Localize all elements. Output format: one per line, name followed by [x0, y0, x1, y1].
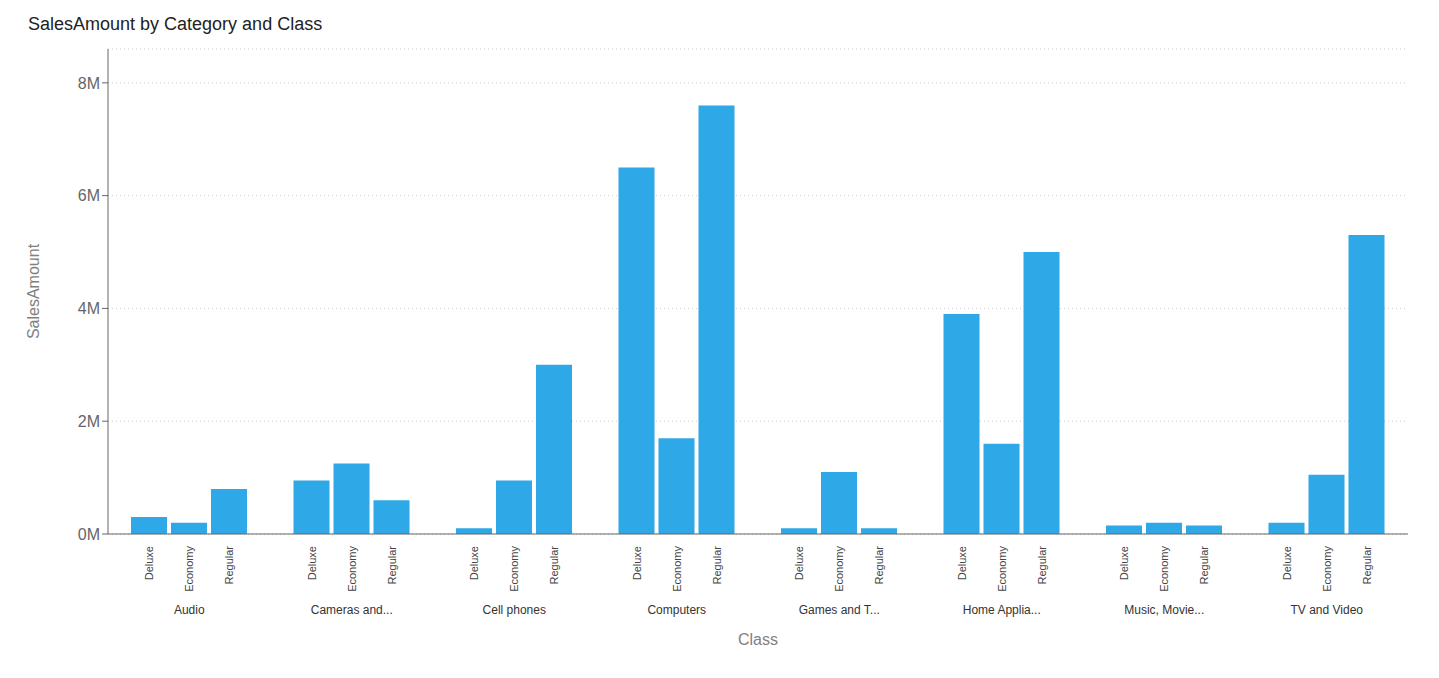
svg-text:Regular: Regular [1361, 546, 1373, 585]
svg-text:Cell phones: Cell phones [483, 603, 546, 617]
svg-text:Regular: Regular [1198, 546, 1210, 585]
svg-text:TV and Video: TV and Video [1291, 603, 1364, 617]
svg-text:Economy: Economy [346, 546, 358, 592]
svg-text:Deluxe: Deluxe [143, 546, 155, 580]
svg-text:Economy: Economy [183, 546, 195, 592]
svg-text:Regular: Regular [223, 546, 235, 585]
svg-text:SalesAmount: SalesAmount [25, 243, 42, 339]
svg-text:Economy: Economy [833, 546, 845, 592]
svg-text:4M: 4M [78, 300, 100, 317]
svg-text:Deluxe: Deluxe [468, 546, 480, 580]
svg-text:Regular: Regular [1036, 546, 1048, 585]
svg-text:Games and T...: Games and T... [799, 603, 880, 617]
svg-text:Economy: Economy [1321, 546, 1333, 592]
svg-text:Deluxe: Deluxe [793, 546, 805, 580]
svg-text:6M: 6M [78, 187, 100, 204]
svg-text:Economy: Economy [1158, 546, 1170, 592]
svg-text:Deluxe: Deluxe [956, 546, 968, 580]
svg-text:8M: 8M [78, 75, 100, 92]
svg-text:2M: 2M [78, 413, 100, 430]
svg-text:Cameras and...: Cameras and... [311, 603, 393, 617]
svg-text:Deluxe: Deluxe [1118, 546, 1130, 580]
svg-text:Regular: Regular [873, 546, 885, 585]
svg-text:Regular: Regular [548, 546, 560, 585]
svg-text:Deluxe: Deluxe [631, 546, 643, 580]
svg-text:Class: Class [738, 631, 778, 648]
svg-text:Deluxe: Deluxe [1281, 546, 1293, 580]
html-text:SalesAmount by Category and Cl: SalesAmount by Category and Class [28, 14, 323, 34]
svg-text:Regular: Regular [386, 546, 398, 585]
svg-text:Audio: Audio [174, 603, 205, 617]
svg-text:Economy: Economy [508, 546, 520, 592]
svg-text:Regular: Regular [711, 546, 723, 585]
svg-text:Home Applia...: Home Applia... [963, 603, 1041, 617]
svg-text:Deluxe: Deluxe [306, 546, 318, 580]
svg-text:Computers: Computers [647, 603, 706, 617]
svg-text:Economy: Economy [996, 546, 1008, 592]
svg-text:Economy: Economy [671, 546, 683, 592]
svg-text:Music, Movie...: Music, Movie... [1124, 603, 1204, 617]
svg-text:0M: 0M [78, 526, 100, 543]
